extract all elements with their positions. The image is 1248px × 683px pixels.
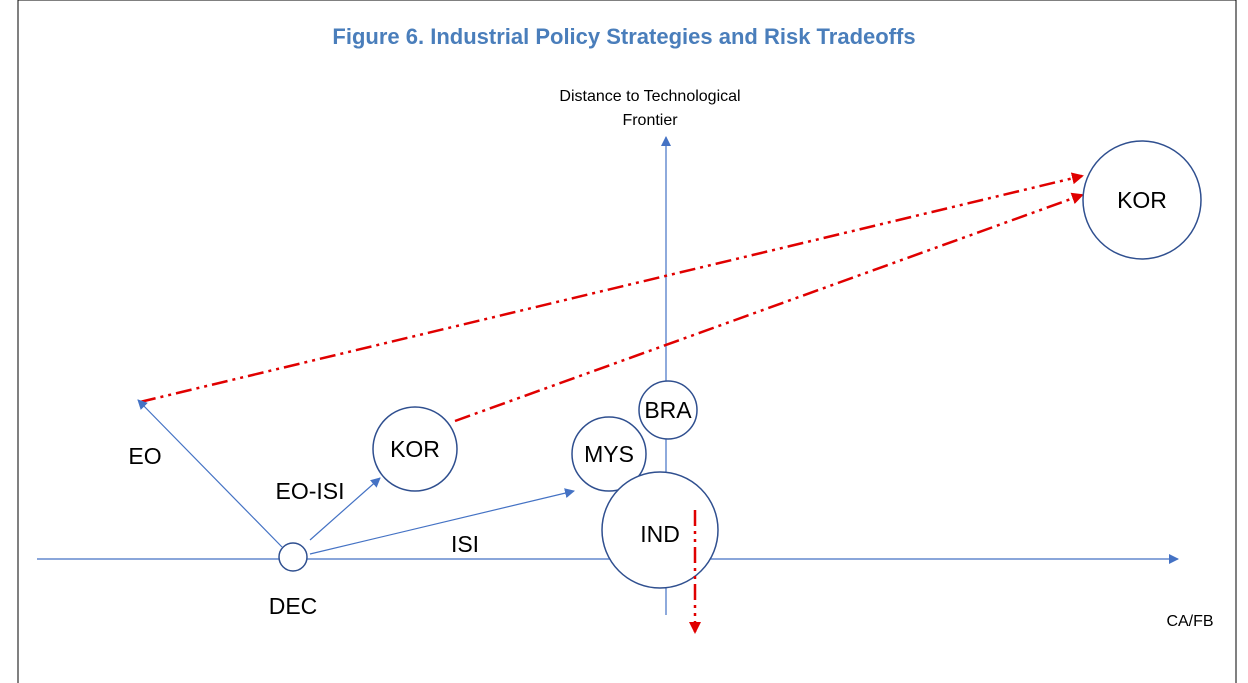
node — [372, 406, 458, 492]
node-label: KOR — [1117, 187, 1167, 213]
frame — [17, 0, 1237, 683]
risk-arrow — [139, 172, 1084, 404]
node-label: MYS — [584, 441, 634, 467]
arrow-label: EO — [128, 443, 161, 469]
node-label: KOR — [390, 436, 440, 462]
node — [638, 380, 698, 440]
node-label: IND — [640, 521, 680, 547]
title: Figure 6. Industrial Policy Strategies a… — [332, 24, 915, 49]
node-label: BRA — [644, 397, 692, 423]
node — [601, 471, 719, 589]
strategy-arrow — [137, 399, 283, 548]
x-axis-label: CA/FB — [1166, 613, 1213, 630]
node — [278, 542, 308, 572]
node-label: DEC — [269, 593, 318, 619]
y-axis-label: Distance to Technological — [559, 88, 740, 105]
arrow-label: ISI — [451, 531, 479, 557]
strategy-arrow — [309, 477, 381, 541]
risk-arrow — [454, 192, 1084, 423]
strategy-arrow — [309, 488, 575, 555]
node — [1082, 140, 1202, 260]
node — [571, 416, 647, 492]
arrow-label: EO-ISI — [275, 478, 344, 504]
y-axis-label: Frontier — [622, 112, 678, 129]
